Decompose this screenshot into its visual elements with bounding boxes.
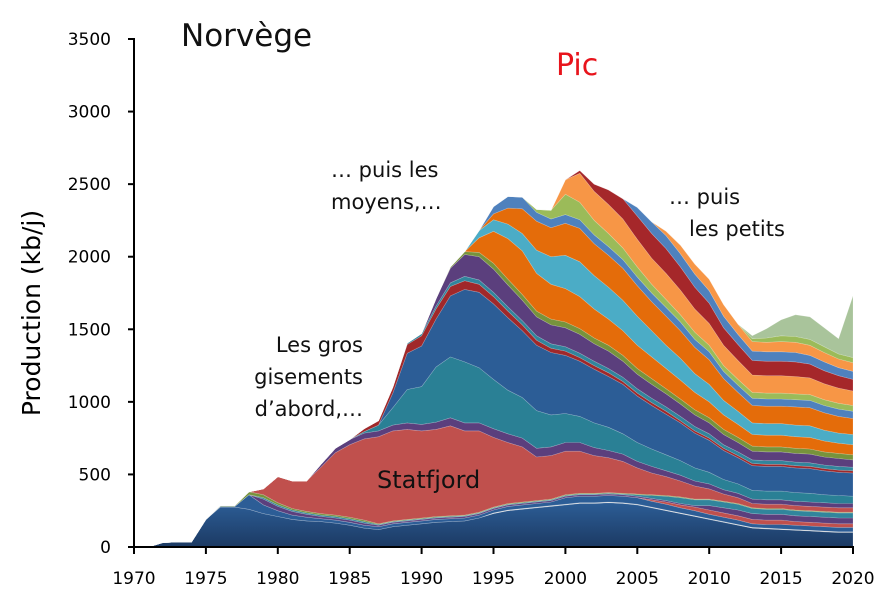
chart-title: Norvège <box>181 18 313 54</box>
area-layers <box>134 170 854 548</box>
statfjord-label: Statfjord <box>377 466 481 494</box>
y-tick-label: 1500 <box>68 320 111 340</box>
area-layer-field-18 <box>134 196 854 548</box>
y-tick-label: 3500 <box>68 30 111 50</box>
area-layer-field-17 <box>134 207 854 548</box>
y-tick-label: 3000 <box>68 103 111 123</box>
y-tick-label: 0 <box>100 538 111 558</box>
x-tick-label: 1990 <box>400 569 443 589</box>
x-tick-label: 1985 <box>328 569 371 589</box>
y-tick-label: 500 <box>79 465 111 485</box>
area-layer-field-6 <box>134 491 854 548</box>
annotation-medium-fields: … puis les moyens,… <box>331 158 442 214</box>
area-layer-field-14 <box>134 251 854 548</box>
area-layer-field-21 <box>134 170 854 548</box>
area-layer-field-24 <box>134 170 854 548</box>
x-tick-label: 1980 <box>256 569 299 589</box>
y-tick-label: 2000 <box>68 248 111 268</box>
y-tick-label: 1000 <box>68 393 111 413</box>
area-layer-field-23 <box>134 170 854 548</box>
area-layer-field-12 <box>134 275 854 548</box>
area-layer-field-22 <box>134 170 854 548</box>
area-layer-field-15 <box>134 230 854 548</box>
y-axis-title: Production (kb/j) <box>17 210 46 416</box>
area-layer-field-16 <box>134 219 854 548</box>
x-tick-label: 1970 <box>112 569 155 589</box>
area-layer-statfjord <box>134 425 854 548</box>
peak-annotation: Pic <box>556 48 599 83</box>
area-layer-field-20 <box>134 172 854 548</box>
x-tick-label: 2015 <box>759 569 802 589</box>
axes: 0 500 1000 1500 2000 2500 3000 3500 1970 1975 1980… <box>17 30 875 589</box>
y-tick-label: 2500 <box>68 175 111 195</box>
area-layer-field-19 <box>134 193 854 548</box>
area-layer-field-8 <box>134 417 854 548</box>
annotation-small-fields: … puis les petits <box>669 185 785 241</box>
x-tick-label: 2020 <box>831 569 874 589</box>
annotation-big-fields: Les gros gisements d’abord,… <box>254 333 363 421</box>
area-layer-field-11 <box>134 280 854 548</box>
x-tick-label: 1975 <box>184 569 227 589</box>
x-tick-label: 1995 <box>472 569 515 589</box>
x-tick-label: 2000 <box>544 569 587 589</box>
area-layer-field-13 <box>134 254 854 548</box>
x-tick-label: 2010 <box>688 569 731 589</box>
x-tick-label: 2005 <box>616 569 659 589</box>
area-layer-recent-fields <box>134 170 854 548</box>
